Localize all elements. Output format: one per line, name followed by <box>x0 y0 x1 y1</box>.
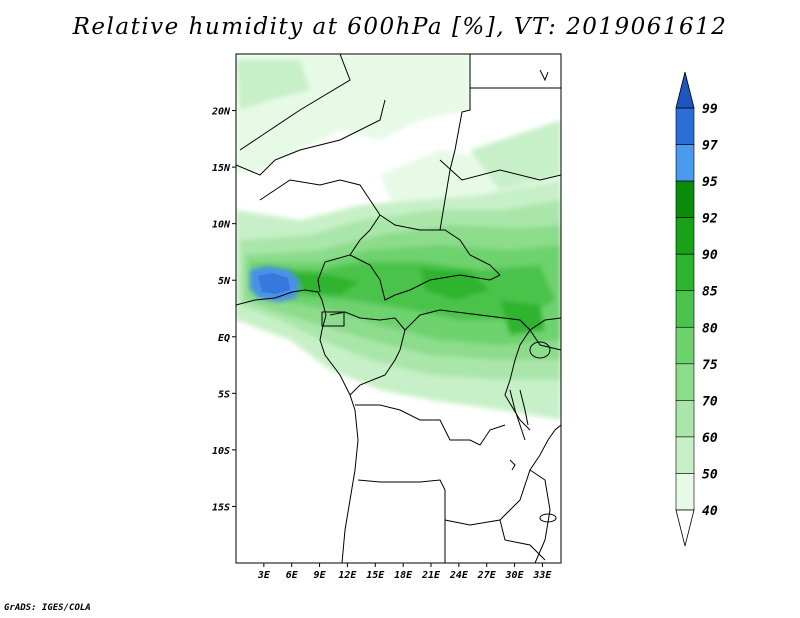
colorbar-label: 99 <box>702 102 718 117</box>
lon-tick-label: 3E <box>257 570 271 581</box>
lat-tick-label: 10N <box>212 220 231 231</box>
colorbar-label: 60 <box>702 431 718 446</box>
lon-tick-label: 18E <box>394 570 413 581</box>
colorbar-segment <box>675 290 695 328</box>
colorbar-label: 40 <box>702 504 718 519</box>
colorbar-segment <box>675 436 695 474</box>
colorbar-segment <box>675 144 695 182</box>
colorbar-label: 95 <box>702 175 718 190</box>
colorbar-label: 50 <box>702 467 718 482</box>
lat-tick-label: 20N <box>211 107 231 118</box>
map-title: Relative humidity at 600hPa [%], VT: 201… <box>72 14 728 40</box>
colorbar-segment <box>675 180 695 218</box>
humidity-field <box>236 54 561 563</box>
colorbar-label: 85 <box>702 285 718 300</box>
colorbar-min-arrow <box>675 509 695 547</box>
colorbar-max-arrow <box>675 71 695 109</box>
lon-tick-label: 24E <box>449 570 469 581</box>
lat-tick-label: 10S <box>212 446 230 457</box>
country-boundaries <box>236 54 561 563</box>
longitude-axis: 3E 6E 9E 12E 15E 18E 21E 24E 27E 30E 33E <box>257 563 552 581</box>
lat-tick-label: 5S <box>218 389 230 400</box>
colorbar-segment <box>675 473 695 511</box>
colorbar-segment <box>675 217 695 255</box>
lat-tick-label: 5N <box>218 276 231 287</box>
lon-tick-label: 12E <box>338 570 357 581</box>
lat-tick-label: 15N <box>212 163 231 174</box>
colorbar: 99 97 95 92 90 85 80 75 70 60 50 40 <box>675 71 718 547</box>
colorbar-label: 75 <box>702 358 718 373</box>
lon-tick-label: 9E <box>314 570 327 581</box>
lon-tick-label: 30E <box>505 570 525 581</box>
lon-tick-label: 21E <box>421 570 441 581</box>
colorbar-segment <box>675 326 695 365</box>
lon-tick-label: 33E <box>532 570 552 581</box>
colorbar-label: 97 <box>702 139 718 154</box>
colorbar-segment <box>675 363 695 401</box>
colorbar-label: 70 <box>702 394 718 409</box>
latitude-axis: 20N 15N 10N 5N EQ 5S 10S 15S <box>211 107 236 513</box>
colorbar-label: 92 <box>702 212 718 227</box>
colorbar-label: 90 <box>702 248 718 263</box>
lat-tick-label: EQ <box>218 333 230 344</box>
lat-tick-label: 15S <box>212 502 230 513</box>
lon-tick-label: 27E <box>477 570 497 581</box>
colorbar-label: 80 <box>702 321 718 336</box>
map-frame <box>235 53 562 564</box>
colorbar-segment <box>675 253 695 292</box>
credit-text: GrADS: IGES/COLA <box>4 603 91 613</box>
lon-tick-label: 15E <box>366 570 385 581</box>
colorbar-segment <box>675 107 695 145</box>
lon-tick-label: 6E <box>286 570 299 581</box>
colorbar-segment <box>675 400 695 438</box>
